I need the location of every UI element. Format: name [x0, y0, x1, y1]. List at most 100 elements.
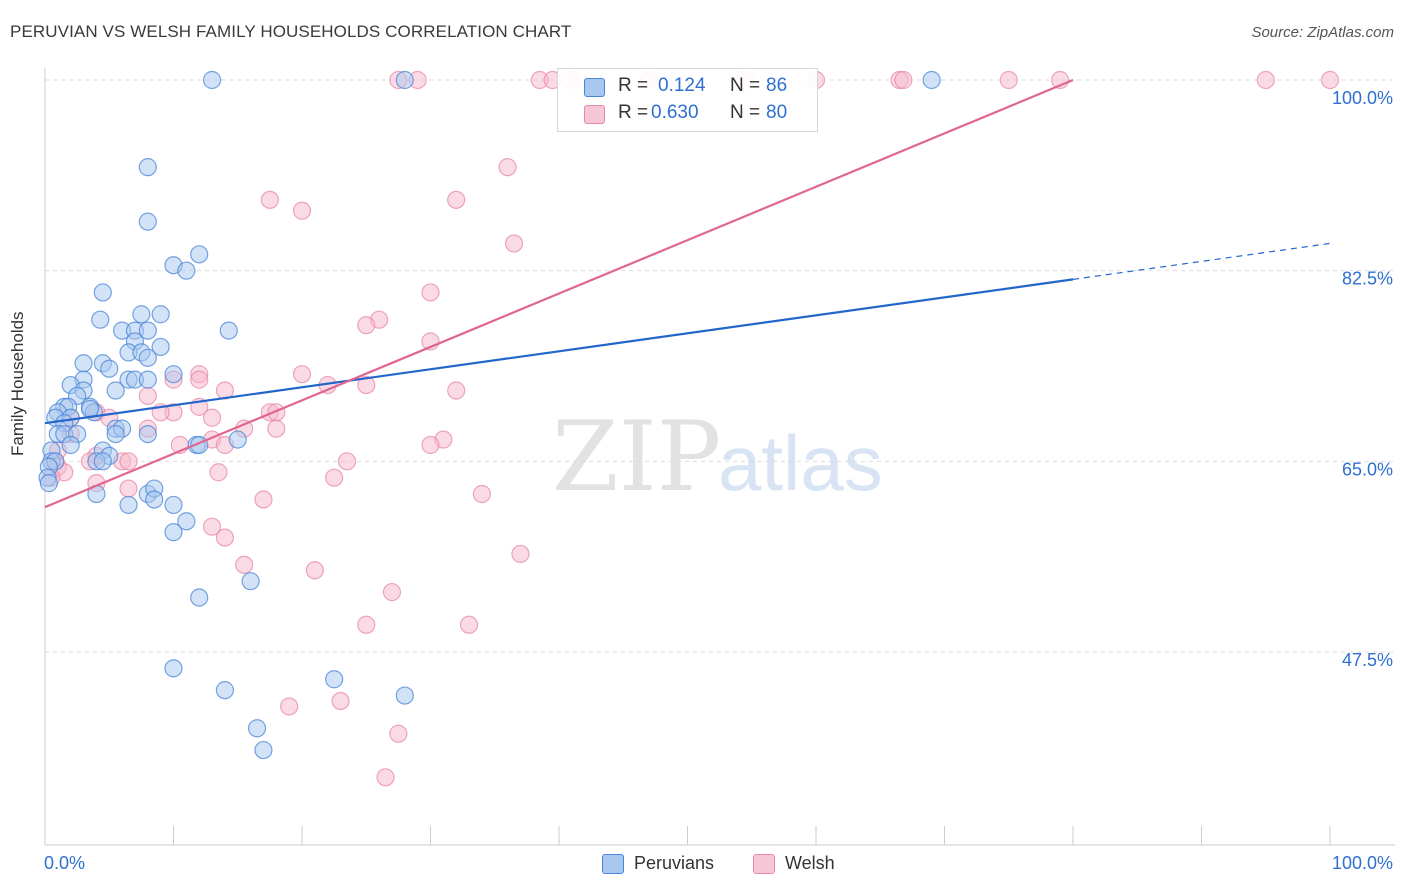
welsh-point	[235, 555, 254, 574]
peruvian-point	[100, 359, 119, 378]
peruvian-point	[164, 659, 183, 678]
peruvian-point	[93, 452, 112, 471]
peruvian-point	[151, 337, 170, 357]
welsh-r-value: 0.630	[651, 102, 699, 123]
welsh-trend-line	[44, 78, 1074, 509]
welsh-point	[254, 490, 273, 509]
welsh-point	[119, 479, 138, 498]
peruvian-point	[164, 495, 183, 515]
peruvians-legend-label: Peruvians	[634, 853, 715, 873]
welsh-point	[1256, 70, 1275, 90]
peruvians-r-value: 0.124	[658, 75, 706, 96]
welsh-point	[138, 386, 157, 406]
peruvian-point	[247, 719, 267, 738]
legend-row-welsh: R = 0.630 N = 80	[558, 100, 817, 128]
peruvian-point	[91, 310, 110, 329]
welsh-point	[459, 615, 479, 634]
welsh-point	[376, 768, 395, 787]
peruvian-point	[325, 670, 344, 689]
peruvian-point	[190, 245, 209, 264]
welsh-point	[1320, 70, 1340, 90]
peruvian-point	[151, 305, 170, 324]
welsh-point	[292, 201, 312, 220]
peruvian-point	[395, 686, 414, 705]
welsh-point	[447, 381, 466, 400]
welsh-point	[325, 468, 344, 487]
welsh-point	[421, 283, 440, 302]
welsh-point	[472, 484, 491, 504]
welsh-point	[999, 70, 1018, 90]
peruvian-point	[219, 321, 238, 340]
watermark-atlas: atlas	[718, 419, 883, 507]
welsh-point	[337, 452, 357, 471]
welsh-point	[267, 419, 286, 438]
peruvian-point	[61, 435, 80, 455]
peruvian-point	[164, 523, 183, 542]
peruvians-n-label: N =	[730, 75, 761, 96]
peruvian-point	[106, 424, 125, 444]
peruvian-point	[74, 354, 93, 373]
peruvian-point	[215, 681, 234, 700]
welsh-point	[382, 582, 402, 602]
welsh-point	[209, 463, 228, 482]
peruvian-point	[138, 348, 157, 367]
peruvians-swatch	[584, 78, 605, 97]
stats-legend: R = 0.124 N = 86 R = 0.630 N = 80	[557, 68, 818, 132]
y-tick-label: 65.0%	[1342, 459, 1393, 479]
welsh-point	[190, 370, 209, 389]
welsh-point	[894, 70, 913, 90]
peruvian-point	[922, 70, 941, 90]
welsh-point	[215, 528, 234, 547]
peruvian-point	[138, 158, 157, 177]
peruvian-point	[138, 212, 157, 231]
welsh-point	[511, 544, 530, 564]
welsh-n-value: 80	[766, 102, 788, 123]
peruvians-legend-swatch	[602, 854, 624, 874]
peruvian-point	[138, 370, 157, 389]
y-tick-label: 82.5%	[1342, 269, 1393, 289]
welsh-point	[305, 561, 324, 580]
peruvian-point	[132, 305, 151, 324]
peruvian-point	[93, 283, 112, 302]
welsh-point	[421, 435, 440, 455]
peruvian-point	[138, 424, 157, 444]
peruvian-point	[202, 70, 222, 90]
peruvian-point	[164, 365, 183, 384]
welsh-point	[504, 234, 524, 253]
welsh-point	[498, 158, 517, 177]
peruvian-point	[119, 495, 138, 515]
welsh-point	[331, 691, 350, 711]
welsh-r-label: R =	[618, 102, 649, 123]
welsh-point	[357, 316, 376, 335]
peruvians-trend-extension	[1072, 242, 1331, 280]
welsh-legend-label: Welsh	[785, 853, 835, 873]
peruvian-point	[254, 740, 273, 760]
welsh-point	[292, 365, 312, 384]
peruvian-point	[177, 261, 196, 280]
watermark-zip: ZIP	[552, 401, 721, 513]
peruvians-n-value: 86	[766, 75, 788, 96]
welsh-point	[202, 408, 222, 427]
peruvian-point	[228, 430, 247, 449]
legend-row-peruvians: R = 0.124 N = 86	[558, 73, 817, 101]
y-tick-label: 47.5%	[1342, 650, 1393, 670]
source-label: Source: ZipAtlas.com	[1251, 24, 1394, 41]
welsh-point	[202, 517, 222, 536]
peruvians-r-label: R =	[618, 75, 649, 96]
chart-title: PERUVIAN VS WELSH FAMILY HOUSEHOLDS CORR…	[10, 22, 572, 41]
peruvian-point	[190, 588, 209, 607]
welsh-point	[357, 615, 376, 634]
welsh-point	[280, 697, 299, 716]
peruvian-point	[395, 70, 414, 90]
welsh-legend-swatch	[753, 854, 775, 874]
peruvian-point	[138, 321, 157, 340]
x-tick-label-max: 100.0%	[1332, 853, 1393, 873]
peruvians-trend-line	[44, 278, 1074, 425]
peruvian-point	[145, 490, 164, 509]
peruvian-point	[39, 474, 58, 493]
x-tick-label-min: 0.0%	[44, 853, 85, 873]
welsh-swatch	[584, 105, 605, 124]
peruvian-point	[177, 512, 196, 531]
peruvian-point	[106, 381, 125, 400]
